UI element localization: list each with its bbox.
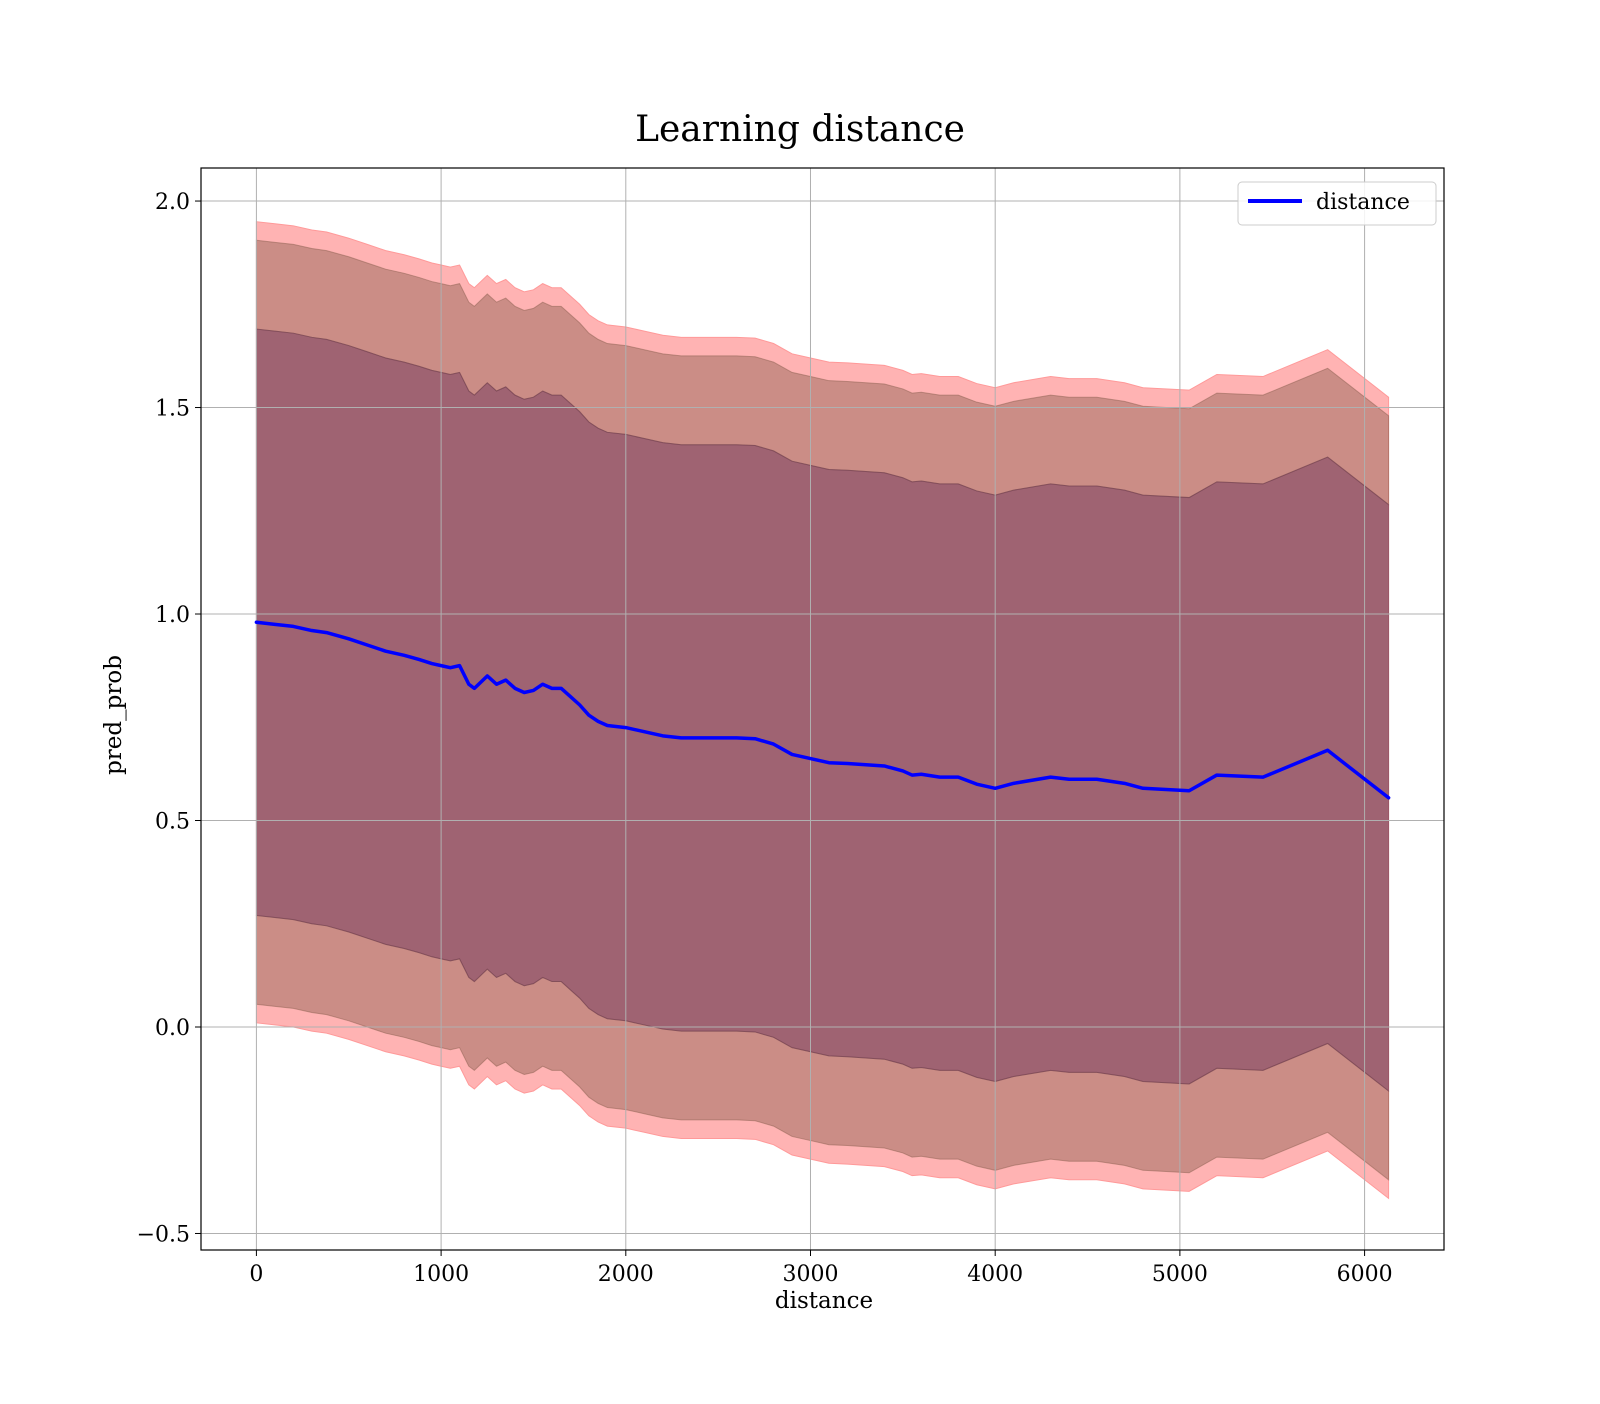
x-tick-label: 2000 <box>598 1262 654 1287</box>
axis-ticks: 0 1000 2000 3000 4000 5000 6000 −0.5 0.0 0.5 1.0 1.… <box>137 190 1393 1287</box>
grid-lines <box>201 168 1444 1250</box>
x-tick-label: 0 <box>249 1262 263 1287</box>
confidence-bands <box>255 221 1390 1200</box>
chart-title: Learning distance <box>635 109 965 150</box>
series-lines <box>254 620 1391 800</box>
y-tick-label: 1.5 <box>155 397 190 422</box>
y-tick-label: 0.5 <box>155 810 190 835</box>
x-tick-label: 3000 <box>782 1262 838 1287</box>
y-tick-label: 1.0 <box>155 603 190 628</box>
inner-confidence-band <box>255 328 1390 1093</box>
series-line-distance <box>254 620 1391 800</box>
x-tick-label: 5000 <box>1152 1262 1208 1287</box>
y-tick-label: 0.0 <box>155 1016 190 1041</box>
x-tick-label: 4000 <box>967 1262 1023 1287</box>
legend-label-distance: distance <box>1316 190 1410 215</box>
y-axis-title: pred_prob <box>101 655 127 775</box>
x-tick-label: 6000 <box>1337 1262 1393 1287</box>
y-tick-label: 2.0 <box>155 190 190 215</box>
legend-box <box>1237 181 1437 226</box>
y-tick-label: −0.5 <box>137 1222 190 1247</box>
plot-frame <box>200 167 1445 1251</box>
x-tick-label: 1000 <box>413 1262 469 1287</box>
legend: distance <box>1237 181 1437 226</box>
x-axis-title: distance <box>775 1288 873 1314</box>
